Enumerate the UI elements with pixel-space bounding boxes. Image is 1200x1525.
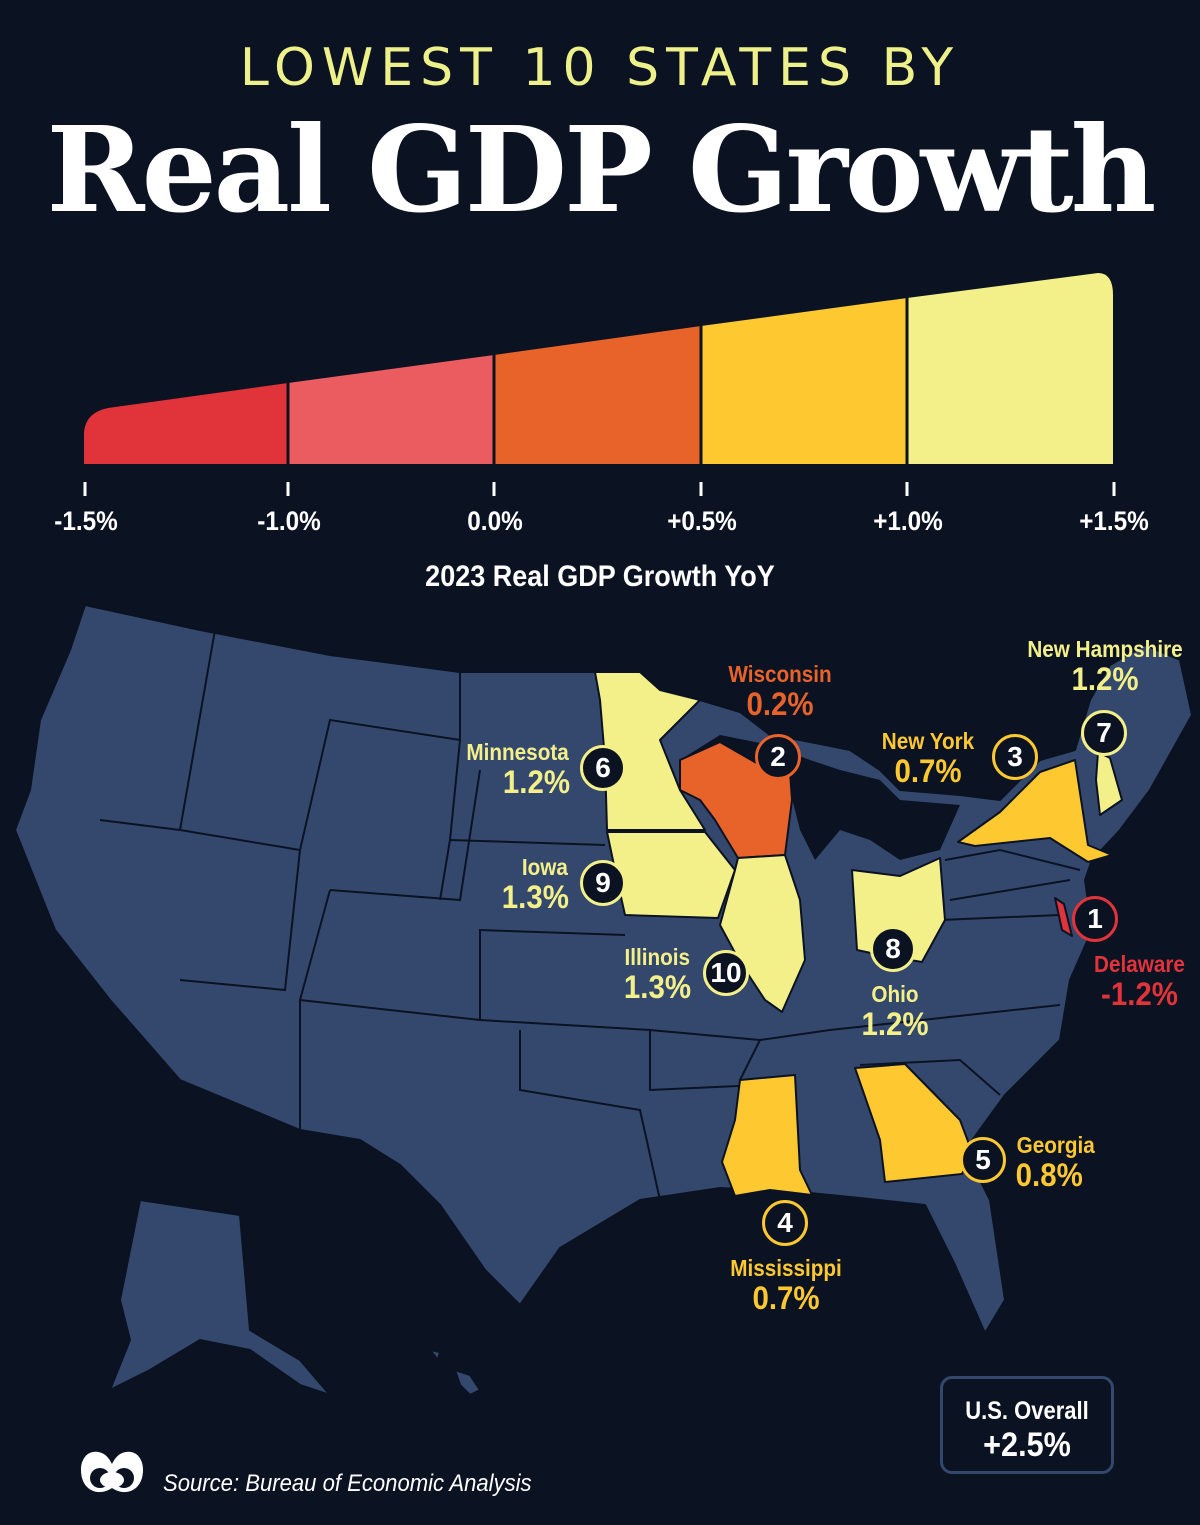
label-illinois: Illinois 1.3% (595, 945, 695, 1004)
label-delaware: Delaware -1.2% (1082, 952, 1197, 1011)
state-value: 1.2% (861, 1005, 929, 1042)
legend-scale (83, 273, 1116, 496)
state-value: 0.7% (752, 1279, 820, 1316)
state-name: Ohio (871, 981, 919, 1007)
rank-badge-new-york: 3 (992, 734, 1038, 780)
label-mississippi: Mississippi 0.7% (716, 1256, 856, 1315)
legend-tick-label: -1.5% (54, 506, 118, 536)
title-kicker: LOWEST 10 STATES BY (239, 38, 961, 98)
state-name: Illinois (624, 944, 690, 970)
state-new-hampshire (1095, 751, 1123, 816)
legend-tick-label: +0.5% (667, 506, 737, 536)
state-value: 0.7% (894, 752, 962, 789)
source-text: Source: Bureau of Economic Analysis (163, 1470, 532, 1497)
legend-tick-label: +1.5% (1079, 506, 1149, 536)
rank-badge-mississippi: 4 (762, 1200, 808, 1246)
state-illinois (719, 854, 806, 1013)
state-value: -1.2% (1101, 975, 1178, 1012)
alaska (109, 1199, 331, 1396)
state-name: Iowa (521, 854, 568, 880)
state-name: New York (881, 728, 975, 754)
state-name: Delaware (1094, 951, 1185, 977)
legend-title: 2023 Real GDP Growth YoY (425, 560, 775, 593)
hawaii (429, 1349, 481, 1396)
us-overall-label: U.S. Overall (965, 1397, 1089, 1425)
legend-segment-5 (907, 273, 1113, 464)
state-name: Mississippi (730, 1255, 842, 1281)
legend-segment-4 (701, 298, 907, 464)
state-value: 0.8% (1015, 1156, 1083, 1193)
us-overall-value: +2.5% (983, 1426, 1071, 1464)
state-name: Georgia (1016, 1132, 1095, 1158)
label-georgia: Georgia 0.8% (1012, 1133, 1104, 1192)
rank-badge-illinois: 10 (703, 950, 749, 996)
state-iowa (606, 831, 736, 919)
state-value: 1.2% (502, 763, 570, 800)
label-new-york: New York 0.7% (868, 729, 988, 788)
us-overall-box: U.S. Overall +2.5% (940, 1376, 1114, 1474)
state-name: Minnesota (466, 739, 569, 765)
label-ohio: Ohio 1.2% (840, 982, 950, 1041)
legend-tick-label: +1.0% (873, 506, 943, 536)
state-mississippi (721, 1074, 813, 1197)
legend-tick-marks (83, 482, 1116, 496)
state-name: New Hampshire (1027, 636, 1183, 662)
rank-badge-georgia: 5 (960, 1137, 1006, 1183)
rank-badge-minnesota: 6 (580, 745, 626, 791)
legend-segment-3 (494, 326, 701, 464)
state-new-york (957, 759, 1113, 863)
state-borders (99, 629, 1081, 1201)
rank-badge-ohio: 8 (870, 926, 916, 972)
label-new-hampshire: New Hampshire 1.2% (1015, 637, 1195, 696)
state-value: 1.3% (623, 968, 691, 1005)
state-delaware (1054, 897, 1073, 937)
rank-badge-delaware: 1 (1072, 896, 1118, 942)
state-value: 0.2% (746, 685, 814, 722)
state-value: 1.3% (501, 878, 569, 915)
rank-badge-new-hampshire: 7 (1081, 710, 1127, 756)
legend-segment-2 (288, 355, 494, 464)
rank-badge-iowa: 9 (580, 860, 626, 906)
legend-tick-label: -1.0% (257, 506, 321, 536)
label-iowa: Iowa 1.3% (470, 855, 573, 914)
label-minnesota: Minnesota 1.2% (450, 740, 575, 799)
legend-segment-1 (84, 383, 288, 464)
logo-icon (80, 1451, 144, 1493)
state-name: Wisconsin (728, 661, 832, 687)
label-wisconsin: Wisconsin 0.2% (715, 662, 845, 721)
state-value: 1.2% (1071, 660, 1139, 697)
legend-tick-label: 0.0% (467, 506, 523, 536)
page-title: Real GDP Growth (46, 100, 1157, 239)
rank-badge-wisconsin: 2 (755, 734, 801, 780)
